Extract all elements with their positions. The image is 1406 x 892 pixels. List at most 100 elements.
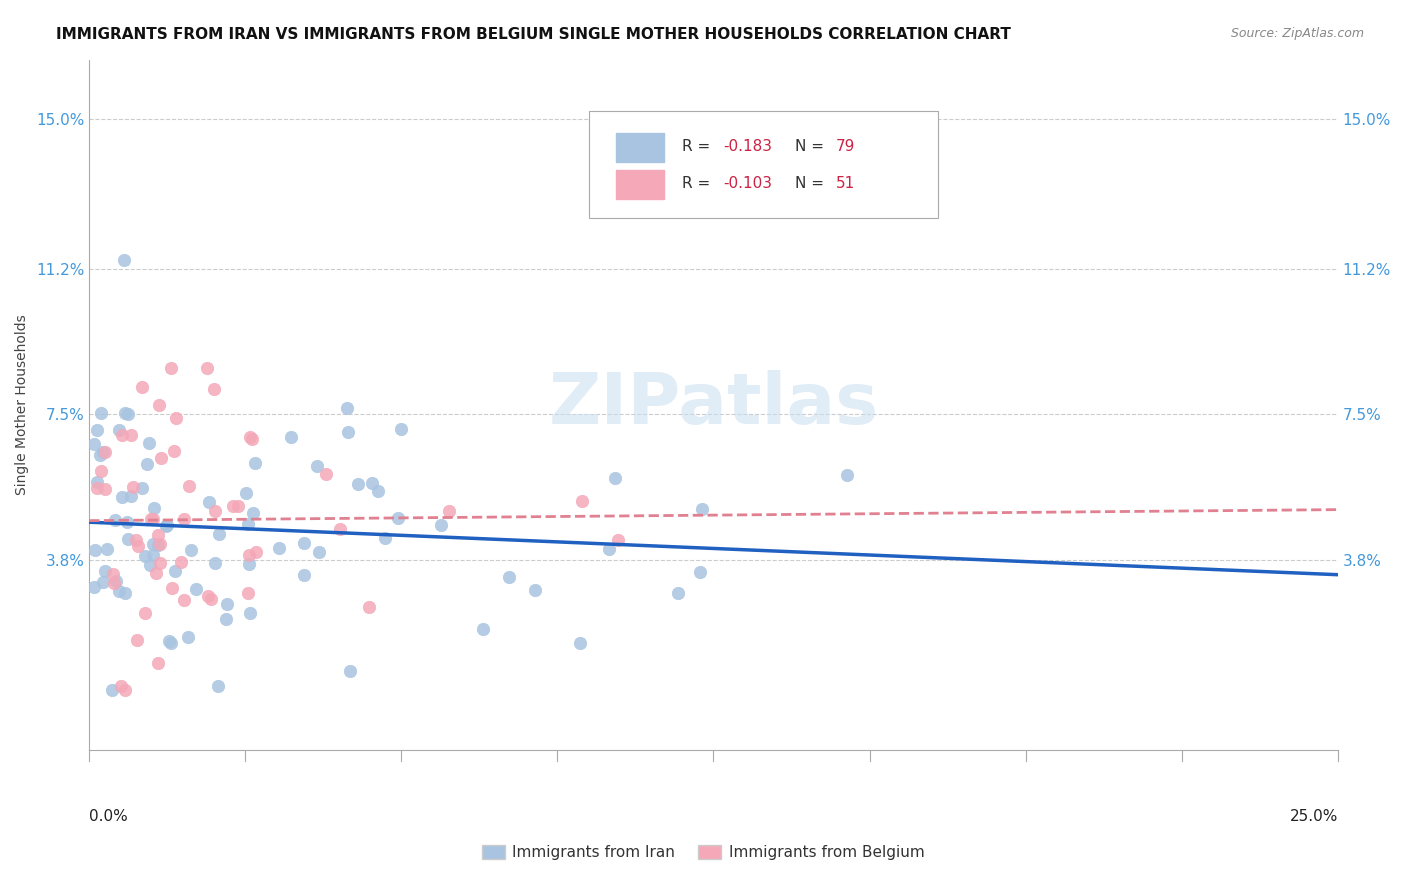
Point — [347, 476, 370, 491]
Point — [146, 656, 169, 670]
Point — [236, 586, 259, 600]
Point — [131, 481, 153, 495]
Text: 79: 79 — [835, 139, 855, 154]
Point — [134, 549, 156, 563]
Point — [104, 512, 127, 526]
Point — [361, 475, 384, 490]
Point — [173, 593, 195, 607]
Point — [114, 683, 136, 698]
Point — [145, 566, 167, 580]
Point — [195, 360, 218, 375]
Point — [134, 606, 156, 620]
Text: 0.0%: 0.0% — [89, 809, 128, 823]
Point — [165, 410, 187, 425]
Point — [131, 380, 153, 394]
Text: IMMIGRANTS FROM IRAN VS IMMIGRANTS FROM BELGIUM SINGLE MOTHER HOUSEHOLDS CORRELA: IMMIGRANTS FROM IRAN VS IMMIGRANTS FROM … — [56, 27, 1011, 42]
Text: 25.0%: 25.0% — [1289, 809, 1337, 823]
Point — [125, 632, 148, 647]
Point — [91, 575, 114, 590]
Point — [148, 556, 170, 570]
Point — [184, 582, 207, 596]
Point — [177, 630, 200, 644]
Point — [605, 471, 627, 485]
Point — [148, 398, 170, 412]
Point — [238, 517, 260, 532]
Point — [308, 545, 330, 559]
Y-axis label: Single Mother Households: Single Mother Households — [15, 314, 30, 495]
Point — [294, 536, 316, 550]
Point — [110, 679, 132, 693]
Point — [204, 556, 226, 570]
Point — [156, 517, 179, 532]
Point — [173, 512, 195, 526]
Point — [690, 501, 713, 516]
Point — [120, 428, 142, 442]
Point — [104, 574, 127, 588]
Point — [607, 533, 630, 548]
Point — [243, 456, 266, 470]
Point — [108, 583, 131, 598]
Point — [111, 490, 134, 504]
Point — [329, 522, 352, 536]
Point — [240, 433, 263, 447]
Point — [239, 430, 262, 444]
Point — [138, 558, 160, 573]
Point — [170, 555, 193, 569]
Point — [117, 532, 139, 546]
Point — [91, 445, 114, 459]
Point — [217, 597, 239, 611]
Point — [135, 457, 157, 471]
Point — [160, 581, 183, 595]
Point — [148, 527, 170, 541]
Legend: Immigrants from Iran, Immigrants from Belgium: Immigrants from Iran, Immigrants from Be… — [475, 839, 931, 866]
Text: N =: N = — [794, 139, 828, 154]
Point — [94, 564, 117, 578]
Point — [242, 506, 264, 520]
Point — [374, 531, 396, 545]
Text: -0.183: -0.183 — [724, 139, 772, 154]
Point — [367, 483, 389, 498]
Point — [141, 512, 163, 526]
Point — [121, 479, 143, 493]
Point — [89, 448, 111, 462]
Point — [160, 635, 183, 649]
Point — [86, 423, 108, 437]
Point — [226, 500, 249, 514]
Point — [117, 407, 139, 421]
FancyBboxPatch shape — [616, 133, 664, 161]
Point — [155, 519, 177, 533]
Point — [197, 495, 219, 509]
FancyBboxPatch shape — [616, 170, 664, 199]
Text: N =: N = — [794, 177, 828, 191]
Point — [498, 569, 520, 583]
Point — [142, 548, 165, 562]
Point — [165, 564, 187, 578]
Point — [112, 253, 135, 268]
Point — [149, 537, 172, 551]
Point — [108, 423, 131, 437]
Point — [307, 459, 329, 474]
Point — [138, 436, 160, 450]
Point — [387, 511, 409, 525]
Point — [101, 683, 124, 698]
Point — [83, 581, 105, 595]
Point — [110, 428, 132, 442]
Point — [83, 436, 105, 450]
Point — [235, 486, 257, 500]
Point — [429, 518, 451, 533]
Text: -0.103: -0.103 — [724, 177, 772, 191]
Point — [163, 444, 186, 458]
Point — [238, 548, 260, 562]
Point — [239, 606, 262, 620]
Point — [336, 425, 359, 439]
Point — [689, 565, 711, 579]
Point — [197, 589, 219, 603]
Point — [315, 467, 337, 482]
Point — [200, 592, 222, 607]
Point — [96, 541, 118, 556]
Point — [114, 406, 136, 420]
Point — [598, 542, 620, 557]
Text: 51: 51 — [835, 177, 855, 191]
Point — [571, 494, 593, 508]
Point — [160, 360, 183, 375]
